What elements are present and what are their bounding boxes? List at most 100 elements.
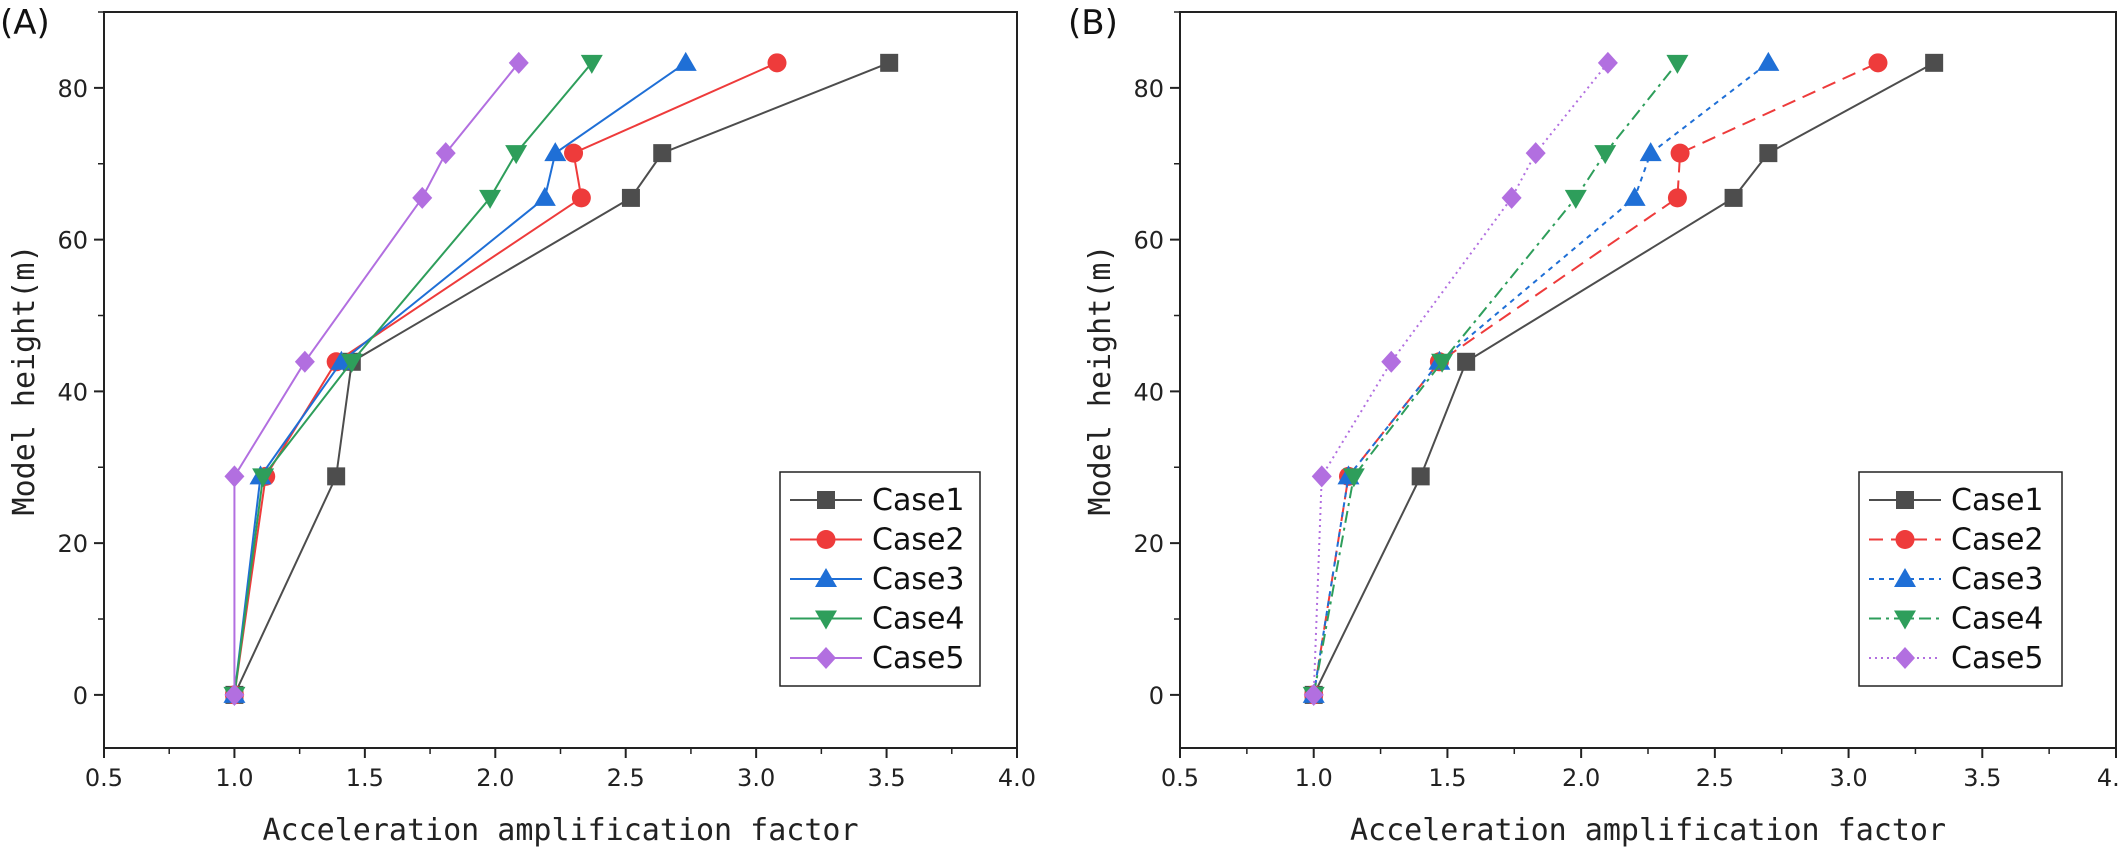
chart-panel-1: (A) 0.5 1.0 1.5 2.0 2.5 3.0 3.5 4.0 0 20 40 60 80 Acce… [0, 3, 1036, 848]
x-tick-label: 1.5 [346, 764, 384, 792]
y-axis-title: Model height(m) [7, 245, 42, 516]
data-point-Case4 [1564, 189, 1587, 209]
data-point-Case1 [327, 467, 346, 486]
data-point-Case5 [1381, 350, 1402, 373]
legend-label-Case1: Case1 [872, 483, 965, 518]
data-point-Case4 [340, 353, 363, 373]
legend-label-Case4: Case4 [1951, 602, 2044, 637]
series-line-Case1 [233, 61, 890, 696]
data-point-Case5 [1311, 465, 1332, 488]
x-tick-label: 3.0 [737, 764, 775, 792]
data-point-Case3 [1623, 186, 1646, 206]
data-point-Case1 [1925, 53, 1944, 72]
legend-marker-Case1 [1896, 491, 1914, 509]
y-tick-label: 60 [1133, 227, 1164, 255]
x-tick-label: 3.5 [867, 764, 905, 792]
x-tick-label: 4.0 [2097, 764, 2118, 792]
x-tick-label: 2.0 [1562, 764, 1600, 792]
legend-label-Case3: Case3 [872, 562, 965, 597]
legend-marker-Case5 [1895, 647, 1915, 669]
data-point-Case5 [1303, 683, 1324, 706]
series-Case4 [223, 54, 603, 706]
legend-label-Case2: Case2 [872, 523, 965, 558]
legend-marker-Case2 [1895, 530, 1915, 549]
data-point-Case3 [330, 350, 353, 370]
x-tick-label: 2.5 [607, 764, 645, 792]
x-tick-label: 3.0 [1829, 764, 1867, 792]
series-Case2 [1304, 53, 1888, 705]
series-line-Case3 [233, 62, 687, 696]
data-point-Case4 [580, 54, 603, 74]
y-axis-title: Model height(m) [1083, 245, 1118, 516]
x-tick-label: 2.0 [476, 764, 514, 792]
data-point-Case5 [1597, 51, 1618, 74]
data-point-Case1 [1759, 144, 1778, 163]
data-point-Case4 [252, 468, 275, 488]
data-point-Case4 [1666, 54, 1689, 74]
x-tick-label: 1.0 [1295, 764, 1333, 792]
panel-label: (A) [0, 3, 50, 43]
data-point-Case3 [674, 51, 697, 71]
chart-panel-2: (B) 0.5 1.0 1.5 2.0 2.5 3.0 3.5 4.0 0 20 40 60 80 Acce… [1068, 3, 2118, 848]
legend-marker-Case3 [815, 568, 837, 587]
legend-marker-Case4 [815, 610, 837, 630]
y-tick-label: 40 [1133, 378, 1164, 406]
x-tick-label: 2.5 [1696, 764, 1734, 792]
series-line-Case4 [233, 62, 593, 696]
x-tick-label: 1.5 [1428, 764, 1466, 792]
data-point-Case5 [412, 186, 433, 209]
data-point-Case5 [294, 350, 315, 373]
series-line-Case2 [1312, 61, 1879, 696]
series-line-Case3 [1312, 62, 1769, 696]
y-tick-label: 40 [57, 378, 88, 406]
data-point-Case1 [621, 188, 640, 207]
data-point-Case5 [1501, 186, 1522, 209]
x-tick-label: 4.0 [998, 764, 1036, 792]
y-tick-label: 60 [57, 227, 88, 255]
series-line-Case5 [233, 62, 520, 695]
data-point-Case2 [1868, 53, 1888, 73]
y-tick-label: 20 [1133, 530, 1164, 558]
series-Case5 [1303, 51, 1618, 706]
data-point-Case3 [1639, 142, 1662, 162]
data-point-Case4 [505, 145, 528, 165]
legend-marker-Case2 [816, 530, 836, 549]
legend-label-Case1: Case1 [1951, 483, 2044, 518]
legend-label-Case4: Case4 [872, 602, 965, 637]
legend-label-Case2: Case2 [1951, 523, 2044, 558]
legend-marker-Case1 [817, 491, 835, 509]
data-point-Case2 [571, 188, 591, 208]
data-point-Case3 [544, 142, 567, 162]
data-point-Case1 [1724, 188, 1743, 207]
data-point-Case2 [1670, 143, 1690, 163]
legend-marker-Case4 [1894, 610, 1916, 630]
x-axis-title: Acceleration amplification factor [1350, 813, 1946, 848]
data-point-Case5 [435, 142, 456, 165]
data-point-Case5 [508, 51, 529, 74]
data-point-Case4 [479, 189, 502, 209]
series-line-Case5 [1312, 62, 1609, 695]
y-tick-label: 80 [57, 75, 88, 103]
data-point-Case2 [767, 53, 787, 73]
data-point-Case5 [224, 683, 245, 706]
series-Case2 [224, 53, 787, 705]
data-point-Case1 [1411, 467, 1430, 486]
data-point-Case1 [880, 53, 899, 72]
data-point-Case4 [1431, 353, 1454, 373]
x-tick-label: 3.5 [1963, 764, 2001, 792]
data-point-Case2 [1667, 188, 1687, 208]
legend: Case1 Case2 Case3 Case4 Case5 [779, 471, 981, 687]
y-tick-label: 0 [73, 682, 88, 710]
data-point-Case5 [224, 465, 245, 488]
y-tick-label: 0 [1149, 682, 1164, 710]
series-line-Case4 [1312, 62, 1679, 696]
data-point-Case4 [1342, 468, 1365, 488]
data-point-Case5 [1525, 142, 1546, 165]
data-point-Case1 [653, 144, 672, 163]
legend-marker-Case5 [816, 647, 836, 669]
data-point-Case4 [1594, 145, 1617, 165]
data-point-Case3 [1757, 51, 1780, 71]
panel-label: (B) [1068, 3, 1118, 43]
x-tick-label: 0.5 [85, 764, 123, 792]
